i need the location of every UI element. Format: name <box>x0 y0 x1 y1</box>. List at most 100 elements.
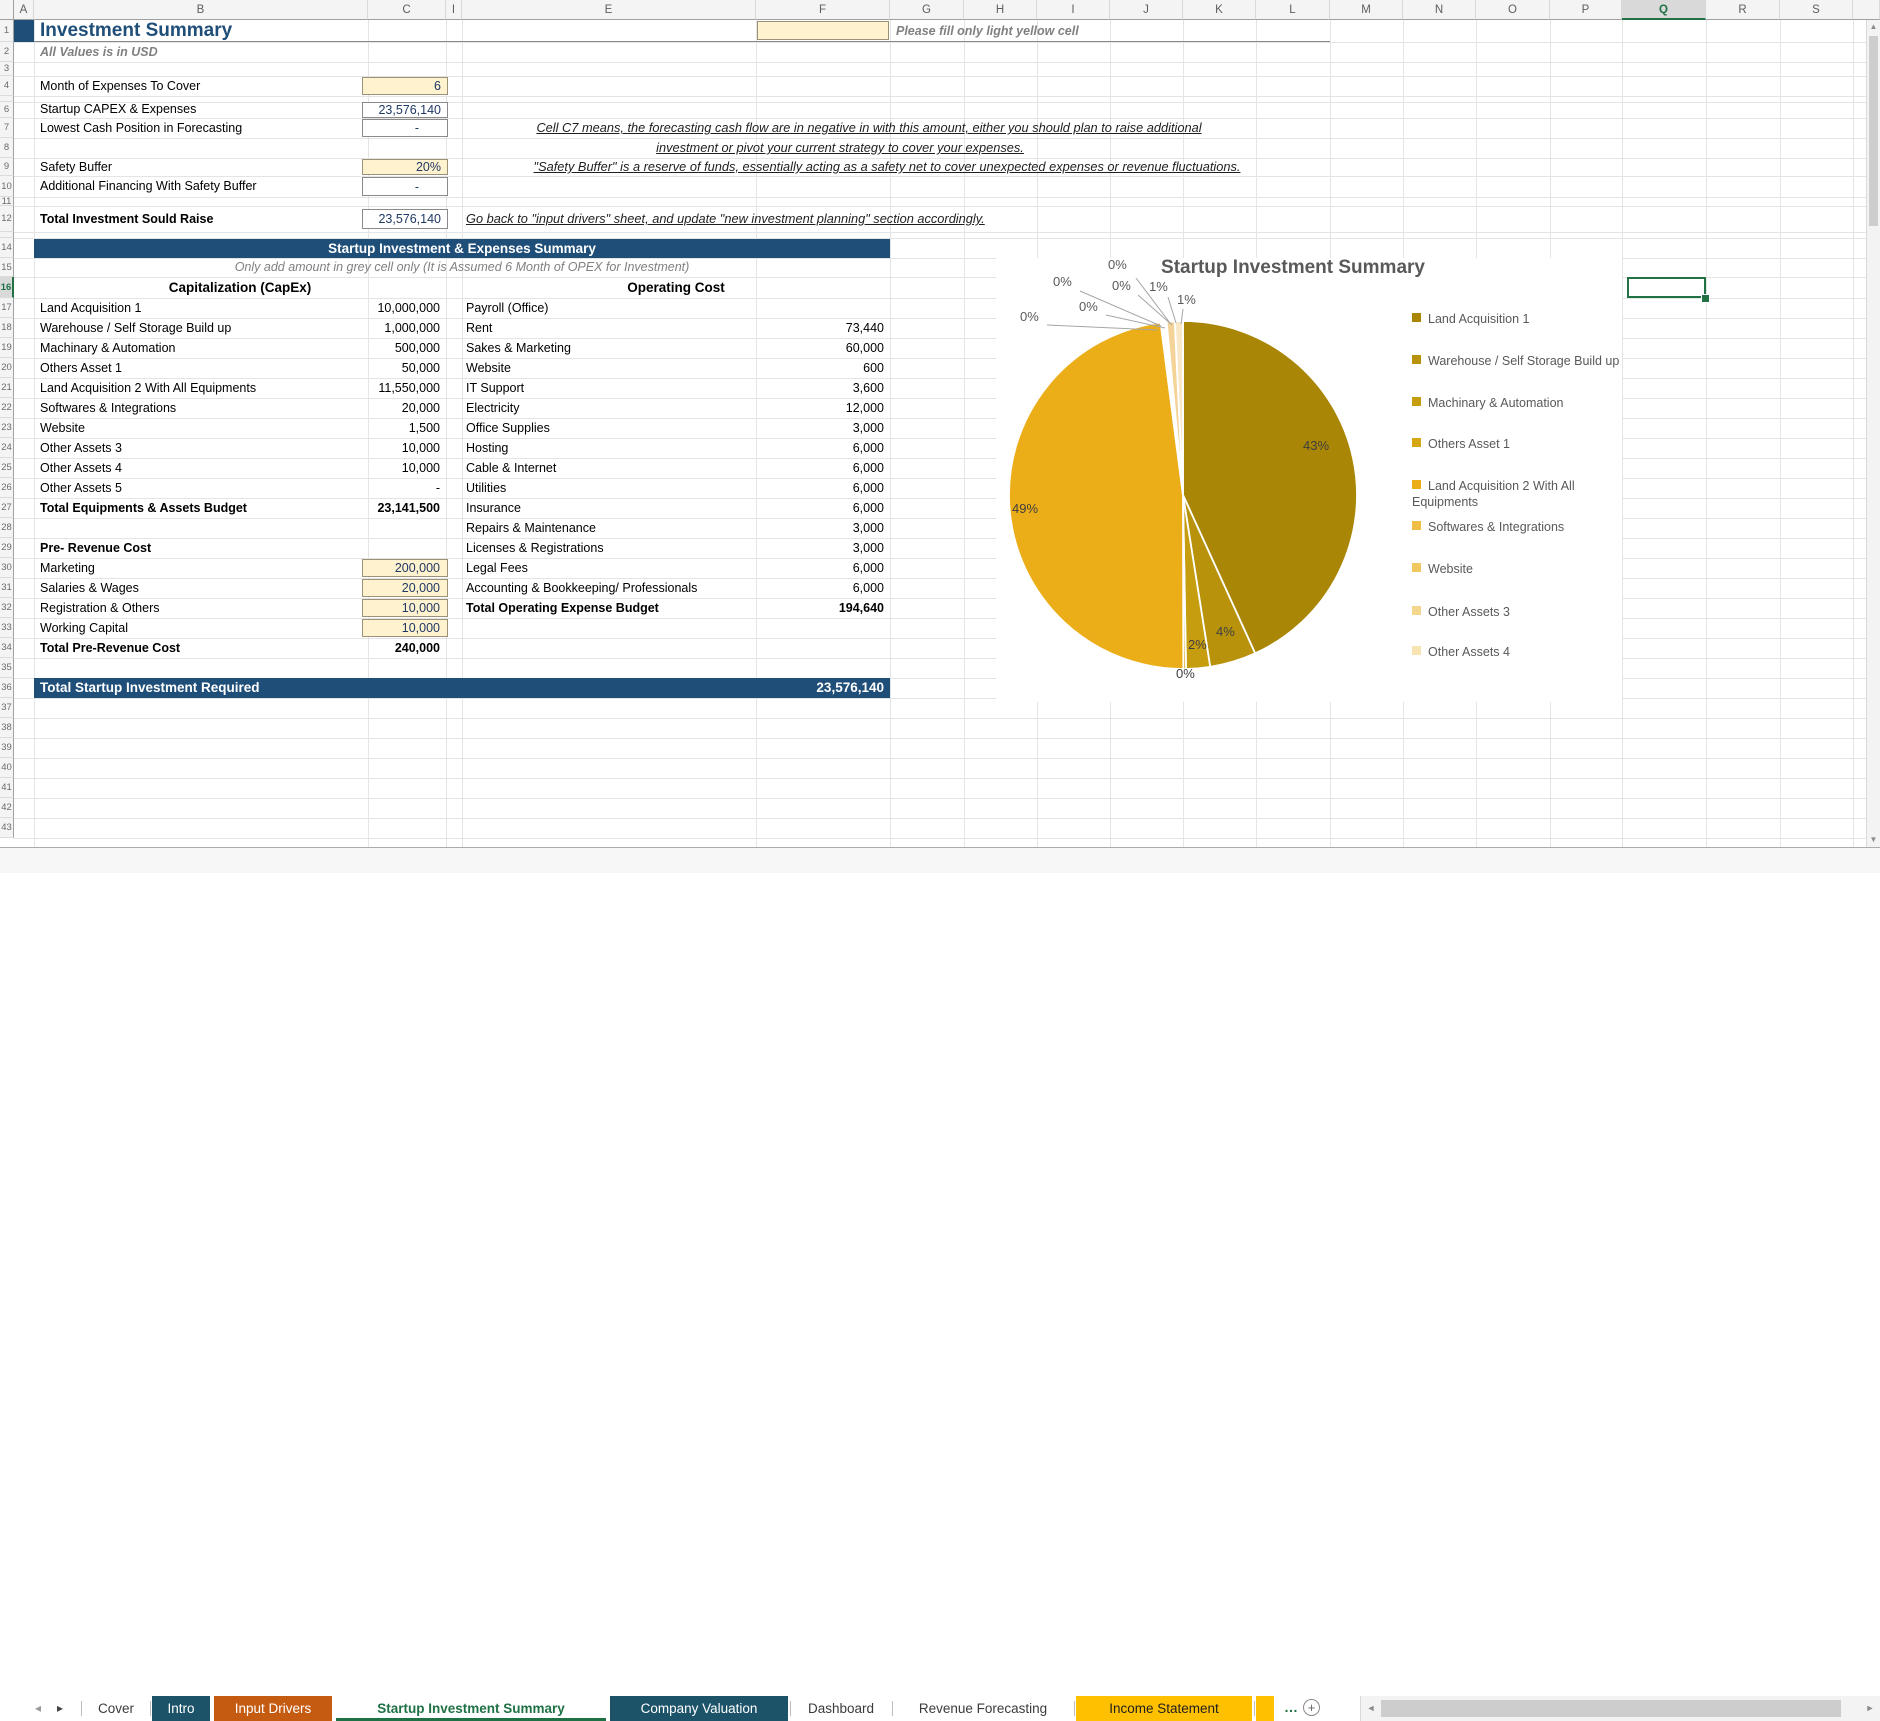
input-cell-value[interactable]: 20,000 <box>401 581 440 595</box>
column-header-q[interactable]: Q <box>1622 0 1706 20</box>
value-startup-capex[interactable]: 23,576,140 <box>362 102 448 118</box>
input-cell[interactable] <box>362 579 448 597</box>
table-cell-value[interactable]: 6,000 <box>852 481 884 495</box>
add-sheet-icon[interactable]: + <box>1303 1699 1320 1716</box>
horizontal-scroll-thumb[interactable] <box>1381 1700 1841 1717</box>
row-header-12[interactable]: 12 <box>0 206 14 232</box>
legend-item[interactable]: Warehouse / Self Storage Build up <box>1412 353 1624 369</box>
legend-item[interactable]: Softwares & Integrations <box>1412 519 1624 535</box>
column-header-r[interactable]: R <box>1706 0 1780 20</box>
row-header-41[interactable]: 41 <box>0 778 14 798</box>
table-cell-value[interactable]: 50,000 <box>401 361 440 375</box>
table-cell-value[interactable]: 11,550,000 <box>378 381 440 395</box>
row-header-26[interactable]: 26 <box>0 478 14 498</box>
row-header-17[interactable]: 17 <box>0 298 14 318</box>
tab-cover[interactable]: Cover <box>97 1701 134 1716</box>
vertical-scrollbar[interactable]: ▲ ▼ <box>1866 20 1880 847</box>
row-header-24[interactable]: 24 <box>0 438 14 458</box>
tab-dashboard[interactable]: Dashboard <box>807 1701 875 1716</box>
input-cell[interactable] <box>362 559 448 577</box>
legend-item[interactable]: Other Assets 4 <box>1412 644 1624 660</box>
column-header-m[interactable]: M <box>1330 0 1403 20</box>
row-header-8[interactable]: 8 <box>0 138 14 158</box>
input-month-expenses[interactable]: 6 <box>362 77 448 95</box>
value-additional-financing[interactable]: - <box>362 177 448 196</box>
scroll-right-icon[interactable]: ► <box>1865 1703 1875 1713</box>
value-lowest-cash[interactable]: - <box>362 119 448 137</box>
scroll-up-icon[interactable]: ▲ <box>1869 22 1878 31</box>
scroll-left-icon[interactable]: ◄ <box>1366 1703 1376 1713</box>
column-header-l[interactable]: L <box>1256 0 1330 20</box>
row-header-42[interactable]: 42 <box>0 798 14 818</box>
selected-cell-q16[interactable] <box>1627 277 1706 298</box>
table-cell-value[interactable]: 10,000,000 <box>377 301 440 315</box>
row-header-15[interactable]: 15 <box>0 258 14 277</box>
row-header-37[interactable]: 37 <box>0 698 14 718</box>
row-header-38[interactable]: 38 <box>0 718 14 738</box>
column-header-n[interactable]: N <box>1403 0 1476 20</box>
f1-input-cell[interactable] <box>757 21 889 40</box>
column-header-f[interactable]: F <box>756 0 890 20</box>
input-cell[interactable] <box>362 599 448 617</box>
row-header-5[interactable] <box>0 96 14 102</box>
scroll-down-icon[interactable]: ▼ <box>1869 835 1878 844</box>
column-header-j[interactable]: J <box>1110 0 1183 20</box>
table-cell-value[interactable]: 6,000 <box>852 581 884 595</box>
table-cell-value[interactable]: 12,000 <box>845 401 884 415</box>
row-header-33[interactable]: 33 <box>0 618 14 638</box>
row-header-3[interactable]: 3 <box>0 62 14 76</box>
value-total-investment[interactable]: 23,576,140 <box>362 209 448 229</box>
row-header-43[interactable]: 43 <box>0 818 14 838</box>
row-header-23[interactable]: 23 <box>0 418 14 438</box>
table-cell-value[interactable]: 240,000 <box>394 641 440 655</box>
column-header-k[interactable]: K <box>1183 0 1256 20</box>
row-header-18[interactable]: 18 <box>0 318 14 338</box>
row-header-31[interactable]: 31 <box>0 578 14 598</box>
tab-startup-investment-summary[interactable]: Startup Investment Summary <box>336 1696 606 1721</box>
row-header-36[interactable]: 36 <box>0 678 14 698</box>
row-header-16[interactable]: 16 <box>0 277 14 298</box>
row-header-4[interactable]: 4 <box>0 76 14 96</box>
table-cell-value[interactable]: 3,000 <box>852 421 884 435</box>
row-header-1[interactable]: 1 <box>0 20 14 42</box>
column-header-o[interactable]: O <box>1476 0 1550 20</box>
row-header-7[interactable]: 7 <box>0 118 14 138</box>
column-header-i[interactable]: I <box>446 0 462 20</box>
legend-item[interactable]: Land Acquisition 1 <box>1412 311 1624 327</box>
table-cell-value[interactable]: 20,000 <box>401 401 440 415</box>
column-header-h[interactable]: H <box>964 0 1037 20</box>
table-cell-value[interactable]: 500,000 <box>394 341 440 355</box>
table-cell-value[interactable]: 6,000 <box>852 561 884 575</box>
tab-input-drivers[interactable]: Input Drivers <box>214 1696 332 1721</box>
column-header-p[interactable]: P <box>1550 0 1622 20</box>
row-header-28[interactable]: 28 <box>0 518 14 538</box>
select-all-corner[interactable] <box>0 0 14 20</box>
legend-item[interactable]: Others Asset 1 <box>1412 436 1624 452</box>
table-cell-value[interactable]: 3,000 <box>852 521 884 535</box>
row-header-14[interactable]: 14 <box>0 238 14 258</box>
row-header-11[interactable]: 11 <box>0 197 14 206</box>
table-cell-value[interactable]: 1,500 <box>408 421 440 435</box>
tab-income-statement[interactable]: Income Statement <box>1076 1696 1252 1721</box>
tab-partial[interactable] <box>1256 1696 1274 1721</box>
column-header-partial[interactable] <box>1853 0 1880 20</box>
table-cell-value[interactable]: 600 <box>863 361 884 375</box>
vertical-scroll-thumb[interactable] <box>1869 36 1878 226</box>
row-header-2[interactable]: 2 <box>0 42 14 62</box>
legend-item[interactable]: Machinary & Automation <box>1412 395 1624 411</box>
row-header-22[interactable]: 22 <box>0 398 14 418</box>
column-header-g[interactable]: G <box>890 0 964 20</box>
row-header-27[interactable]: 27 <box>0 498 14 518</box>
tab-intro[interactable]: Intro <box>152 1696 210 1721</box>
fill-handle[interactable] <box>1701 294 1710 303</box>
table-cell-value[interactable]: 10,000 <box>401 461 440 475</box>
table-cell-value[interactable]: 60,000 <box>845 341 884 355</box>
legend-item[interactable]: Other Assets 3 <box>1412 604 1624 620</box>
column-header-a[interactable]: A <box>14 0 34 20</box>
row-header-39[interactable]: 39 <box>0 738 14 758</box>
input-cell-value[interactable]: 200,000 <box>394 561 440 575</box>
table-cell-value[interactable]: 6,000 <box>852 501 884 515</box>
table-cell-value[interactable]: 23,141,500 <box>377 501 440 515</box>
row-header-29[interactable]: 29 <box>0 538 14 558</box>
legend-item[interactable]: Land Acquisition 2 With All Equipments <box>1412 478 1624 510</box>
